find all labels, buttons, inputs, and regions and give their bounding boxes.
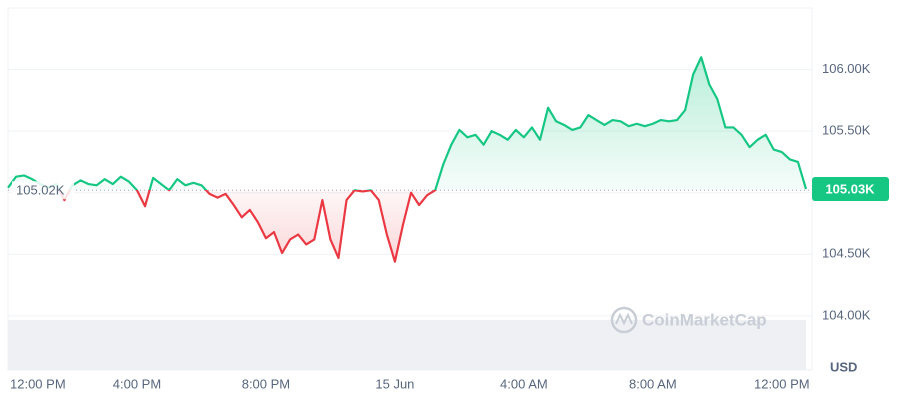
x-tick-label: 4:00 AM — [500, 376, 548, 391]
x-tick-label: 12:00 PM — [754, 376, 810, 391]
watermark: CoinMarketCap — [610, 306, 767, 334]
y-tick-label: 104.50K — [822, 246, 871, 261]
x-tick-label: 8:00 PM — [242, 376, 290, 391]
y-tick-label: 104.00K — [822, 307, 871, 322]
x-tick-label: 15 Jun — [375, 376, 414, 391]
current-price-label: 105.03K — [825, 181, 875, 196]
baseline-label: 105.02K — [16, 183, 65, 198]
y-tick-label: 105.50K — [822, 123, 871, 138]
watermark-text: CoinMarketCap — [642, 310, 767, 329]
x-tick-label: 8:00 AM — [629, 376, 677, 391]
price-line — [7, 56, 808, 263]
watermark-icon — [610, 306, 638, 334]
x-tick-label: 4:00 PM — [113, 376, 161, 391]
currency-label: USD — [830, 359, 857, 374]
x-tick-label: 12:00 PM — [10, 376, 66, 391]
current-price-badge — [812, 177, 889, 201]
baseline-label-bg — [12, 181, 74, 200]
watermark-icon-mark — [615, 312, 633, 326]
volume-area — [8, 320, 806, 370]
y-tick-label: 106.00K — [822, 61, 871, 76]
price-area — [8, 57, 806, 262]
